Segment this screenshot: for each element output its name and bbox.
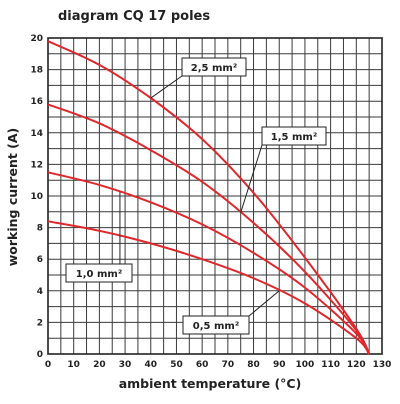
y-tick-label: 14 — [30, 129, 43, 139]
y-tick-label: 12 — [30, 160, 43, 170]
y-tick-label: 0 — [37, 350, 43, 360]
series-line — [47, 40, 371, 355]
tick-labels: 0 10 20 30 40 50 60 70 80 90 100 110 120 130 0 2 4 6 8 10 12… — [30, 34, 391, 370]
series-label-box — [261, 126, 327, 146]
x-tick-label: 110 — [321, 360, 340, 370]
x-tick-label: 120 — [347, 360, 366, 370]
series-label-leader — [150, 75, 183, 99]
series-label: 0,5 mm² — [193, 321, 239, 332]
curves — [47, 40, 371, 355]
x-tick-label: 0 — [45, 360, 51, 370]
x-tick-label: 100 — [296, 360, 315, 370]
y-tick-label: 2 — [37, 318, 43, 328]
x-tick-label: 30 — [119, 360, 132, 370]
x-tick-label: 20 — [93, 360, 106, 370]
y-tick-label: 10 — [30, 192, 43, 202]
series-line — [47, 171, 371, 355]
x-tick-label: 10 — [67, 360, 80, 370]
series-line — [47, 220, 371, 355]
x-tick-label: 70 — [222, 360, 235, 370]
x-tick-label: 40 — [145, 360, 158, 370]
series-label: 1,5 mm² — [271, 132, 317, 143]
series-label-box — [182, 315, 250, 335]
y-tick-label: 4 — [37, 287, 43, 297]
y-tick-label: 6 — [37, 255, 43, 265]
series-line — [47, 103, 371, 355]
series-label-leader — [248, 290, 280, 317]
y-axis-label: working current (A) — [5, 128, 20, 267]
x-tick-label: 90 — [273, 360, 286, 370]
y-tick-label: 18 — [30, 66, 43, 76]
x-tick-label: 60 — [196, 360, 209, 370]
series-label-box — [65, 263, 133, 283]
series-label: 2,5 mm² — [191, 63, 237, 74]
series-label: 1,0 mm² — [76, 269, 122, 280]
x-tick-label: 50 — [170, 360, 183, 370]
chart-title: diagram CQ 17 poles — [58, 9, 210, 24]
y-tick-label: 16 — [30, 97, 43, 107]
series-label-leader — [240, 144, 263, 213]
y-tick-label: 20 — [30, 34, 43, 44]
plot-frame — [47, 37, 383, 355]
x-tick-label: 130 — [373, 360, 392, 370]
series-label-box — [181, 57, 247, 77]
grid — [47, 37, 383, 355]
curve-labels: 2,5 mm² 1,5 mm² 1,0 mm² 0,5 mm² — [65, 57, 327, 335]
y-tick-label: 8 — [37, 224, 43, 234]
x-axis-label: ambient temperature (°C) — [119, 376, 302, 391]
x-tick-label: 80 — [247, 360, 260, 370]
